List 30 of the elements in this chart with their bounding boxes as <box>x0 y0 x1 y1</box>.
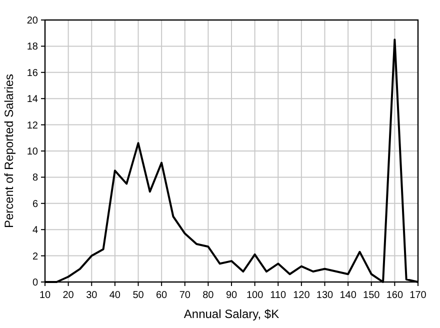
y-tick-label: 20 <box>26 16 38 26</box>
x-tick-label: 170 <box>410 290 427 301</box>
x-tick-label: 80 <box>202 290 214 301</box>
y-tick-label: 12 <box>26 120 38 132</box>
x-tick-label: 10 <box>39 290 51 301</box>
y-tick-label: 6 <box>32 198 38 210</box>
y-tick-label: 2 <box>32 251 38 262</box>
x-tick-label: 110 <box>270 290 287 301</box>
y-axis-title: Percent of Reported Salaries <box>2 74 16 228</box>
x-tick-label: 70 <box>179 290 191 301</box>
x-tick-label: 40 <box>109 290 121 301</box>
y-tick-label: 8 <box>32 172 38 184</box>
x-tick-label: 90 <box>226 290 238 301</box>
y-tick-label: 18 <box>26 42 38 53</box>
x-tick-label: 140 <box>340 290 357 301</box>
y-tick-label: 14 <box>26 94 38 106</box>
x-tick-label: 150 <box>363 290 380 301</box>
y-tick-label: 0 <box>32 278 38 288</box>
y-tick-label: 4 <box>32 225 38 236</box>
x-tick-label: 60 <box>156 290 168 301</box>
x-tick-label: 130 <box>316 290 334 301</box>
x-tick-label: 20 <box>62 290 74 301</box>
x-tick-label: 100 <box>246 290 264 301</box>
x-tick-label: 120 <box>293 290 310 301</box>
y-tick-label: 16 <box>26 68 38 79</box>
x-tick-label: 160 <box>386 290 404 301</box>
x-axis-title: Annual Salary, $K <box>184 307 280 321</box>
x-tick-label: 30 <box>86 290 98 301</box>
y-tick-label: 10 <box>26 146 38 158</box>
x-tick-label: 50 <box>132 290 144 301</box>
